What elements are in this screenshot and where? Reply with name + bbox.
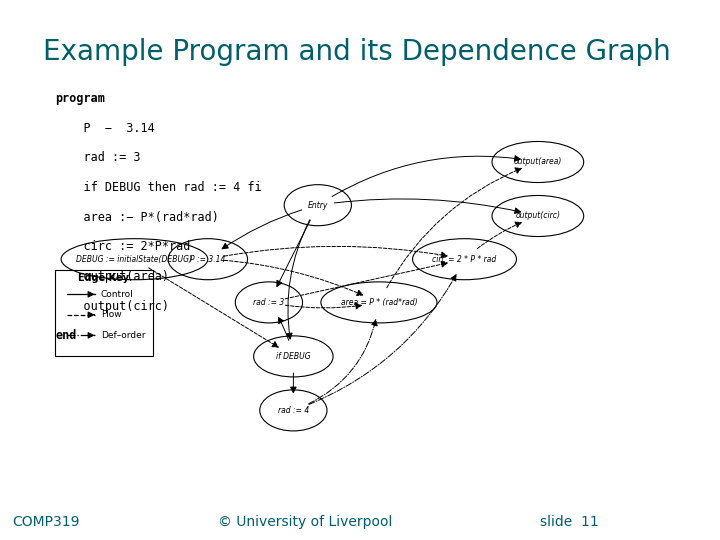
Text: P  −  3.14: P − 3.14 (55, 122, 155, 134)
Text: Control: Control (101, 290, 134, 299)
Text: area :− P*(rad*rad): area :− P*(rad*rad) (55, 211, 219, 224)
Text: rad := 3: rad := 3 (55, 151, 140, 164)
Text: output(area): output(area) (513, 158, 562, 166)
Text: © University of Liverpool: © University of Liverpool (218, 515, 393, 529)
Text: rad := 4: rad := 4 (278, 406, 309, 415)
Text: output(area): output(area) (55, 270, 169, 283)
Text: COMP319: COMP319 (12, 515, 80, 529)
Text: circ := 2*P*rad: circ := 2*P*rad (55, 240, 190, 253)
Text: rad := 3: rad := 3 (253, 298, 284, 307)
Text: Example Program and its Dependence Graph: Example Program and its Dependence Graph (42, 38, 670, 66)
Text: area = P * (rad*rad): area = P * (rad*rad) (341, 298, 418, 307)
Text: DEBUG := initialState(DEBUG): DEBUG := initialState(DEBUG) (76, 255, 192, 264)
Text: slide  11: slide 11 (540, 515, 599, 529)
Text: Edge Key: Edge Key (78, 273, 130, 283)
Text: end: end (55, 329, 76, 342)
Text: output(circ): output(circ) (516, 212, 560, 220)
Text: Entry: Entry (307, 201, 328, 210)
Text: Flow: Flow (101, 310, 122, 319)
Text: if DEBUG: if DEBUG (276, 352, 311, 361)
Text: P := 3.14: P := 3.14 (190, 255, 225, 264)
Text: if DEBUG then rad := 4 fi: if DEBUG then rad := 4 fi (55, 181, 261, 194)
Text: output(circ): output(circ) (55, 300, 169, 313)
Text: program: program (55, 92, 105, 105)
Text: circ = 2 * P * rad: circ = 2 * P * rad (433, 255, 497, 264)
Text: Def–order: Def–order (101, 331, 145, 340)
